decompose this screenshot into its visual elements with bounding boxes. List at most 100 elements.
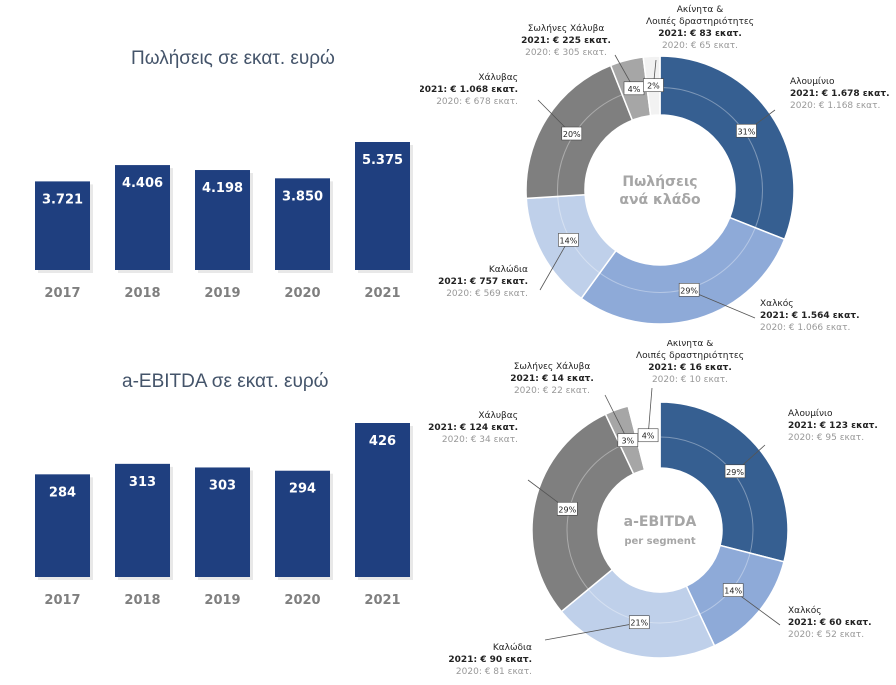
bar-2021 <box>355 142 410 270</box>
pct-label: 29% <box>558 505 576 514</box>
segment-name: Αλουμίνιο <box>790 77 835 87</box>
segment-value-2021: 2021: € 90 εκατ. <box>448 655 532 665</box>
pct-box <box>561 126 583 141</box>
segment-name: Χαλκός <box>760 298 794 309</box>
pct-box <box>628 615 650 630</box>
segment-value-2021: 2021: € 1.678 εκατ. <box>790 89 890 99</box>
bar-2017 <box>35 181 90 270</box>
leader-line <box>688 289 756 319</box>
bar-2021 <box>355 423 410 577</box>
category-label: 2021 <box>364 593 400 608</box>
segment-name: Καλώδια <box>493 642 532 653</box>
bar-value-label: 294 <box>289 482 316 497</box>
bar-value-label: 3.850 <box>282 189 323 204</box>
segment-value-2021: 2021: € 60 εκατ. <box>788 618 872 628</box>
bar-value-label: 5.375 <box>362 153 403 168</box>
pct-label: 4% <box>642 432 655 441</box>
bar-2020 <box>275 178 330 270</box>
segment-value-2020: 2020: € 1.168 εκατ. <box>790 101 880 111</box>
segment-name: Αλουμίνιο <box>788 409 833 419</box>
category-label: 2019 <box>204 593 240 608</box>
pct-box <box>736 123 757 138</box>
bar-value-label: 313 <box>129 475 156 490</box>
pct-label: 31% <box>738 127 756 136</box>
segment-name: Σωλήνες Χάλυβα <box>528 24 605 34</box>
donut-slice <box>659 401 789 563</box>
segment-name: Ακίνητα & <box>667 340 713 349</box>
pct-label: 4% <box>628 85 641 94</box>
category-label: 2021 <box>364 286 400 301</box>
donut-center-subtitle: per segment <box>624 536 696 547</box>
segment-value-2020: 2020: € 81 εκατ. <box>456 667 532 677</box>
pct-box <box>724 464 746 479</box>
category-label: 2018 <box>124 593 160 608</box>
bar-2019 <box>195 467 250 577</box>
segment-value-2021: 2021: € 83 εκατ. <box>658 29 742 39</box>
pct-box <box>556 501 578 516</box>
sales-segment-donut: 31% Αλουμίνιο 2021: € 1.678 εκατ. 2020: € 1… <box>420 5 890 333</box>
leader-line <box>647 387 653 436</box>
donut-slice <box>560 568 716 659</box>
bar-2020 <box>275 470 330 577</box>
segment-value-2020: 2020: € 34 εκατ. <box>442 435 518 445</box>
bar-2017 <box>35 474 90 577</box>
segment-value-2020: 2020: € 52 εκατ. <box>788 630 864 640</box>
category-label: 2018 <box>124 286 160 301</box>
segment-name: Χάλυβας <box>478 73 518 83</box>
bar-value-label: 4.198 <box>202 181 243 196</box>
donut-center-title: Πωλήσεις <box>622 174 697 190</box>
segment-value-2020: 2020: € 65 εκατ. <box>662 41 738 51</box>
bar-value-label: 284 <box>49 485 76 500</box>
donut-center-subtitle: ανά κλάδο <box>619 192 701 208</box>
segment-value-2021: 2021: € 1.564 εκατ. <box>760 311 860 321</box>
segment-value-2021: 2021: € 14 εκατ. <box>510 374 594 384</box>
bar-value-label: 303 <box>209 478 236 493</box>
pct-label: 3% <box>621 437 634 446</box>
segment-value-2021: 2021: € 1.068 εκατ. <box>420 85 518 95</box>
leader-line <box>604 394 629 441</box>
segment-name: Καλώδια <box>489 264 528 275</box>
pct-box <box>558 233 579 247</box>
segment-value-2021: 2021: € 757 εκατ. <box>438 277 528 287</box>
segment-name: Ακίνητα & <box>677 5 723 15</box>
category-label: 2019 <box>204 286 240 301</box>
segment-name: Λοιπές δραστηριότητες <box>646 16 754 27</box>
segment-value-2020: 2020: € 1.066 εκατ. <box>760 323 850 333</box>
segment-value-2021: 2021: € 124 εκατ. <box>428 423 518 433</box>
pct-box <box>643 78 664 93</box>
pct-label: 29% <box>726 468 744 477</box>
segment-value-2021: 2021: € 225 εκατ. <box>521 36 611 46</box>
category-label: 2020 <box>284 593 320 608</box>
donut-center-title: a-EBITDA <box>624 514 697 530</box>
segment-value-2020: 2020: € 22 εκατ. <box>514 386 590 396</box>
pct-box <box>637 428 659 443</box>
segment-value-2020: 2020: € 305 εκατ. <box>525 48 607 58</box>
pct-label: 20% <box>563 130 581 139</box>
segment-name: Χαλκός <box>788 605 822 616</box>
bar-value-label: 3.721 <box>42 192 83 207</box>
leader-line <box>539 240 569 291</box>
pct-label: 29% <box>680 286 698 295</box>
donut-guide-ring <box>566 436 754 624</box>
segment-name: Σωλήνες Χάλυβα <box>514 362 591 372</box>
segment-name: Χάλυβας <box>478 411 518 421</box>
segment-value-2021: 2021: € 16 εκατ. <box>648 363 732 373</box>
segment-value-2021: 2021: € 123 εκατ. <box>788 421 878 431</box>
category-label: 2017 <box>44 593 80 608</box>
pct-box <box>678 283 700 297</box>
sales-chart-title: Πωλήσεις σε εκατ. ευρώ <box>131 48 335 69</box>
bar-value-label: 426 <box>369 434 396 449</box>
donut-slice <box>531 413 635 613</box>
ebitda-chart-title: a-EBITDA σε εκατ. ευρώ <box>122 371 329 392</box>
pct-label: 21% <box>630 619 648 628</box>
segment-value-2020: 2020: € 678 εκατ. <box>436 97 518 107</box>
pct-label: 14% <box>560 236 578 245</box>
ebitda-bar-chart: 284 2017 313 2018 303 2019 294 2020 426 2021 <box>35 423 413 608</box>
segment-name: Λοιπές δραστηριότητες <box>636 350 744 361</box>
pct-label: 2% <box>647 82 660 91</box>
category-label: 2017 <box>44 286 80 301</box>
bar-2019 <box>195 170 250 270</box>
bar-2018 <box>115 463 170 577</box>
segment-value-2020: 2020: € 10 εκατ. <box>652 375 728 385</box>
donut-slice <box>580 216 786 325</box>
